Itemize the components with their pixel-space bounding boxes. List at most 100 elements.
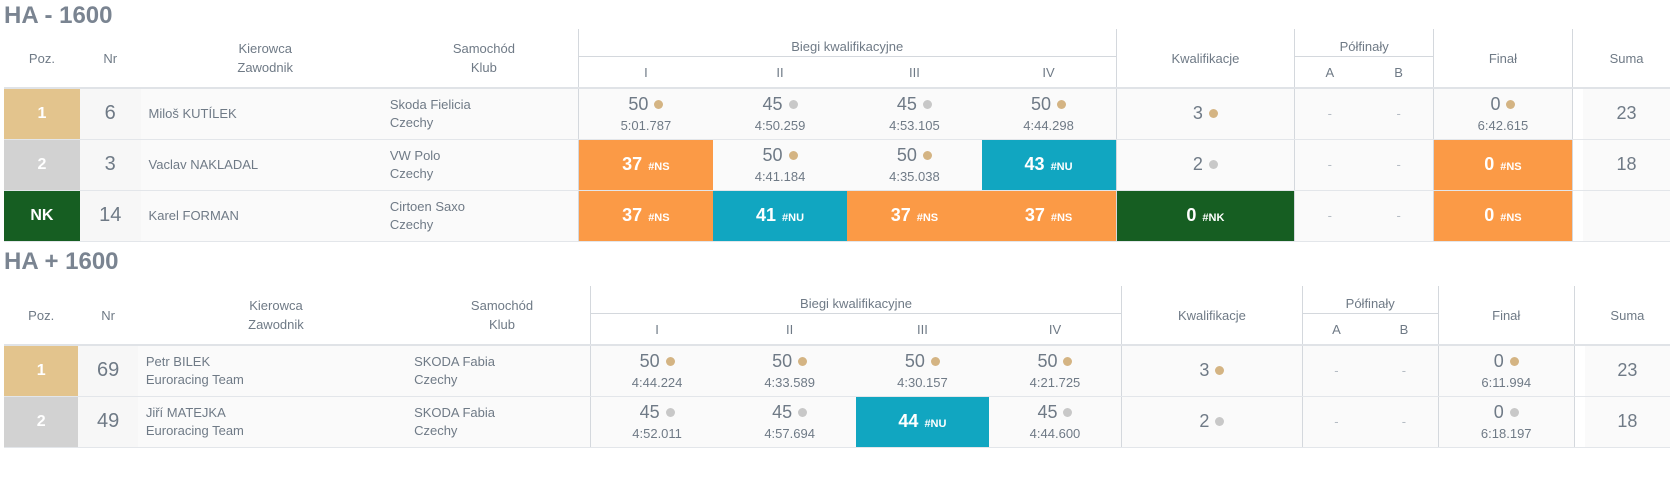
points-value: 2 — [1192, 154, 1203, 174]
heat-2-cell: 50 4:33.589 — [723, 345, 857, 397]
time-value: 4:30.157 — [897, 375, 948, 391]
header-zawodnik: Zawodnik — [237, 60, 294, 75]
final-cell: 0 6:18.197 — [1438, 396, 1575, 448]
status-flag: #NK — [1202, 212, 1225, 224]
grey-medal-icon — [1208, 160, 1218, 169]
header-semi-b: B — [1364, 56, 1435, 89]
heat-3-cell: 50 4:30.157 — [856, 345, 989, 397]
header-kwalifikacje: Kwalifikacje — [1116, 29, 1295, 89]
gold-medal-icon — [665, 357, 675, 367]
header-heat-4: IV — [981, 56, 1117, 89]
status-flag: #NS — [1050, 212, 1073, 224]
total-points: 23 — [1583, 88, 1670, 140]
gold-medal-icon — [788, 151, 798, 160]
heat-3-cell: 37 #NS — [847, 190, 982, 242]
driver-cell: Miloš KUTÍLEK — [140, 88, 390, 140]
header-zawodnik: Zawodnik — [248, 317, 304, 332]
results-table: Poz. Nr Kierowca Zawodnik Samochód Klub Biegi … — [4, 29, 1670, 242]
header-car: Samochód Klub — [414, 286, 591, 346]
time-value: 4:50.259 — [754, 118, 806, 134]
position-badge: 2 — [4, 396, 79, 448]
spacer-cell — [1571, 190, 1584, 242]
grey-medal-icon — [1509, 408, 1519, 417]
driver-cell: Vaclav NAKLADAL — [140, 139, 390, 191]
heat-4-cell: 43 #NU — [981, 139, 1117, 191]
time-value: 4:44.224 — [631, 375, 683, 391]
status-flag: #NS — [648, 212, 670, 224]
gold-medal-icon — [1506, 100, 1516, 110]
table-row: 2 3 Vaclav NAKLADAL VW Polo Czechy 37 #NS 50 4:4… — [4, 139, 1670, 191]
driver-name[interactable]: Miloš KUTÍLEK — [148, 105, 237, 121]
driver-name[interactable]: Karel FORMAN — [148, 207, 239, 223]
gold-medal-icon — [1208, 109, 1218, 119]
points-value: 45 — [896, 94, 917, 115]
grey-medal-icon — [788, 100, 798, 110]
points-value: 0 — [1493, 402, 1504, 422]
heat-3-cell: 45 4:53.105 — [847, 88, 982, 140]
heat-4-cell: 45 4:44.600 — [988, 396, 1123, 448]
time-value: 6:11.994 — [1481, 375, 1532, 391]
gold-medal-icon — [930, 357, 940, 367]
header-semi-a: A — [1301, 313, 1371, 346]
header-heat-3: III — [856, 313, 989, 346]
time-value: 4:41.184 — [754, 169, 806, 184]
grey-medal-icon — [1063, 408, 1073, 417]
car-model: SKODA Fabia — [414, 353, 496, 369]
start-number: 49 — [78, 396, 138, 448]
points-value: 50 — [1037, 351, 1058, 372]
status-flag: #NS — [916, 212, 939, 224]
grey-medal-icon — [1215, 417, 1225, 426]
header-polfinaly: Półfinały — [1301, 286, 1439, 314]
car-cell: Cirtoen Saxo Czechy — [389, 190, 579, 242]
status-flag: #NS — [648, 161, 670, 173]
car-cell: SKODA Fabia Czechy — [414, 396, 591, 448]
header-heat-3: III — [847, 56, 982, 89]
car-cell: VW Polo Czechy — [389, 139, 579, 191]
header-kierowca: Kierowca — [238, 41, 292, 56]
club-name: Czechy — [389, 114, 434, 130]
grey-medal-icon — [922, 100, 932, 110]
header-final: Finał — [1433, 29, 1573, 89]
header-suma: Suma — [1584, 286, 1670, 346]
points-value: 50 — [896, 145, 917, 165]
points-value: 0 — [1484, 154, 1495, 174]
total-points: 18 — [1583, 139, 1670, 191]
team-name: Euroracing Team — [145, 371, 244, 387]
heat-4-cell: 37 #NS — [981, 190, 1117, 242]
qualification-cell: 3 — [1116, 88, 1295, 140]
club-name: Czechy — [389, 165, 434, 181]
header-heat-2: II — [712, 56, 848, 89]
status-flag: #NU — [924, 418, 947, 430]
semi-b-cell: - — [1364, 88, 1435, 140]
header-samochod: Samochód — [452, 41, 515, 56]
points-value: 0 — [1484, 205, 1495, 225]
semi-b-cell: - — [1370, 396, 1439, 448]
start-number: 3 — [79, 139, 141, 191]
header-polfinaly: Półfinały — [1294, 29, 1435, 57]
points-value: 0 — [1490, 94, 1501, 115]
header-heat-1: I — [589, 313, 724, 346]
header-klub: Klub — [470, 60, 497, 75]
time-value: 4:53.105 — [889, 118, 940, 134]
time-value: 4:35.038 — [889, 169, 940, 184]
driver-name[interactable]: Jiří MATEJKA — [145, 404, 226, 420]
gold-medal-icon — [922, 151, 932, 160]
driver-name[interactable]: Petr BILEK — [145, 353, 211, 369]
team-name: Euroracing Team — [145, 422, 244, 438]
header-final: Finał — [1438, 286, 1575, 346]
class-title: HA + 1600 — [4, 248, 119, 275]
qualification-cell: 0 #NK — [1116, 190, 1295, 242]
driver-name[interactable]: Vaclav NAKLADAL — [148, 156, 259, 172]
club-name: Czechy — [414, 422, 458, 438]
heat-1-cell: 37 #NS — [577, 190, 713, 242]
semi-a-cell: - — [1301, 345, 1371, 397]
qualification-cell: 2 — [1121, 396, 1303, 448]
header-nr: Nr — [78, 286, 138, 346]
points-value: 50 — [772, 351, 793, 372]
time-value: 5:01.787 — [620, 118, 672, 134]
spacer-cell — [1571, 139, 1584, 191]
points-value: 50 — [904, 351, 925, 372]
header-heat-2: II — [723, 313, 857, 346]
results-table: Poz. Nr Kierowca Zawodnik Samochód Klub Biegi … — [4, 286, 1670, 448]
table-row: 2 49 Jiří MATEJKA Euroracing Team SKODA Fabi… — [4, 396, 1670, 448]
